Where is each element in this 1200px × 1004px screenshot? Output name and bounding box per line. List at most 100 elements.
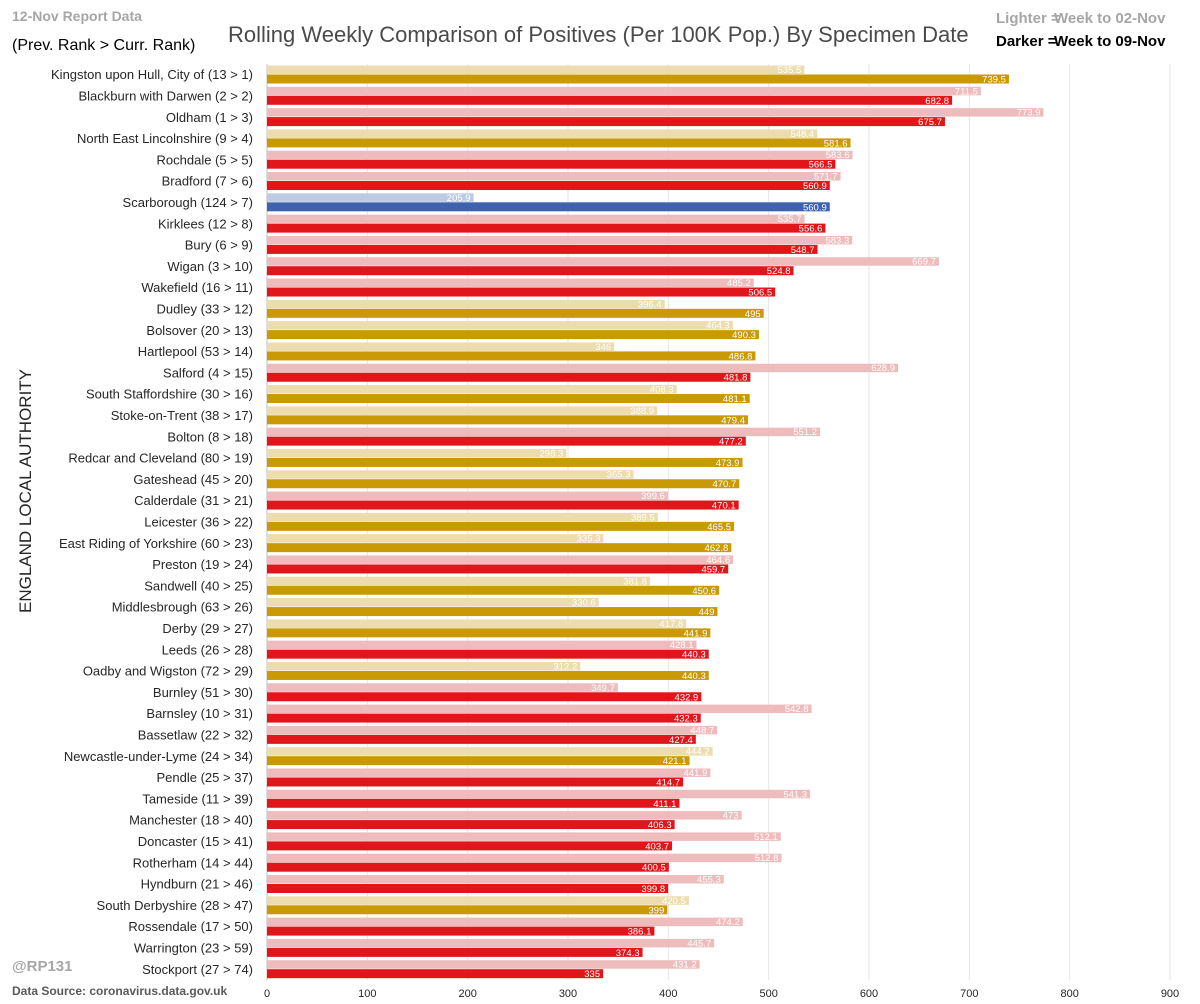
bar-week-to-09-nov (267, 330, 759, 340)
data-label-week-to-02-nov: 473 (723, 811, 739, 822)
bar-week-to-02-nov (267, 576, 651, 586)
category-label: Warrington (23 > 59) (134, 941, 253, 956)
bar-week-to-09-nov (267, 457, 743, 467)
data-label-week-to-02-nov: 346 (595, 342, 611, 353)
bar-week-to-02-nov (267, 193, 474, 202)
bar-week-to-02-nov (267, 789, 811, 799)
data-label-week-to-09-nov: 450.6 (692, 586, 716, 597)
x-tick-label: 700 (960, 988, 978, 1000)
category-label: Bolsover (20 > 13) (146, 323, 253, 338)
bar-week-to-02-nov (267, 811, 742, 820)
bar-week-to-02-nov (267, 172, 841, 181)
legend-darker: Darker =Week to 09-Nov (996, 33, 1165, 50)
data-label-week-to-02-nov: 464.3 (706, 321, 730, 332)
data-label-week-to-02-nov: 512.1 (754, 832, 778, 843)
bar-week-to-09-nov (267, 95, 953, 105)
category-label: Hyndburn (21 > 46) (141, 877, 253, 892)
legend-lighter-key: Lighter = (996, 10, 1060, 27)
x-axis-ticks: 0 100 200 300 400 500 600 700 800 900 (264, 988, 1179, 1000)
data-label-week-to-02-nov: 542.8 (785, 704, 809, 715)
data-label-week-to-09-nov: 386.1 (628, 927, 652, 938)
data-label-week-to-02-nov: 381.8 (623, 576, 647, 587)
data-label-week-to-02-nov: 205.9 (447, 193, 471, 204)
rank-note: (Prev. Rank > Curr. Rank) (12, 37, 196, 54)
bar-week-to-02-nov (267, 363, 898, 373)
data-label-week-to-02-nov: 312.2 (553, 661, 577, 672)
bar-week-to-09-nov (267, 607, 718, 617)
data-label-week-to-09-nov: 560.9 (803, 181, 827, 192)
bar-week-to-09-nov (267, 756, 690, 766)
category-label: Doncaster (15 > 41) (138, 834, 253, 849)
category-label: Sandwell (40 > 25) (144, 578, 253, 593)
bar-week-to-09-nov (267, 181, 830, 191)
data-label-week-to-09-nov: 462.8 (705, 543, 729, 554)
bar-week-to-02-nov (267, 406, 658, 415)
bar-week-to-02-nov (267, 640, 697, 650)
category-label: Bradford (7 > 6) (162, 174, 253, 189)
bar-week-to-09-nov (267, 308, 764, 318)
data-label-week-to-09-nov: 477.2 (719, 437, 743, 448)
data-label-week-to-02-nov: 445.7 (687, 938, 711, 949)
x-tick-label: 900 (1161, 988, 1179, 1000)
category-label: South Derbyshire (28 > 47) (97, 898, 253, 913)
data-label-week-to-09-nov: 335 (584, 969, 600, 980)
bar-week-to-02-nov (267, 960, 700, 969)
category-label: Stoke-on-Trent (38 > 17) (111, 408, 253, 423)
bar-week-to-09-nov (267, 628, 711, 638)
legend-darker-key: Darker = (996, 33, 1057, 50)
bar-week-to-02-nov (267, 129, 818, 138)
bar-week-to-09-nov (267, 649, 709, 659)
bar-week-to-09-nov (267, 820, 675, 830)
data-label-week-to-02-nov: 485.2 (727, 278, 751, 289)
bar-week-to-09-nov (267, 713, 701, 723)
data-label-week-to-02-nov: 548.4 (790, 129, 814, 140)
data-label-week-to-02-nov: 669.7 (912, 257, 936, 268)
data-source: Data Source: coronavirus.data.gov.uk (12, 984, 228, 998)
category-label: Dudley (33 > 12) (157, 301, 253, 316)
data-label-week-to-09-nov: 548.7 (791, 245, 815, 256)
bar-week-to-09-nov (267, 202, 830, 212)
bar-week-to-09-nov (267, 777, 684, 787)
bar-week-to-02-nov (267, 257, 939, 266)
category-label: Burnley (51 > 30) (153, 685, 253, 700)
bar-week-to-02-nov (267, 512, 658, 522)
bar-week-to-02-nov (267, 534, 604, 543)
bar-week-to-09-nov (267, 734, 696, 744)
data-label-week-to-02-nov: 431.2 (673, 960, 697, 971)
data-label-week-to-09-nov: 524.8 (767, 266, 791, 277)
data-label-week-to-02-nov: 428.1 (670, 640, 694, 651)
data-label-week-to-09-nov: 432.9 (675, 692, 699, 703)
data-label-week-to-09-nov: 441.9 (684, 628, 708, 639)
data-label-week-to-09-nov: 432.3 (674, 714, 698, 725)
category-label: Wakefield (16 > 11) (141, 280, 253, 295)
bar-week-to-09-nov (267, 585, 720, 595)
category-label: Bury (6 > 9) (185, 238, 253, 253)
x-tick-label: 600 (860, 988, 878, 1000)
report-date: 12-Nov Report Data (12, 8, 142, 24)
bar-week-to-09-nov (267, 74, 1009, 84)
data-label-week-to-09-nov: 556.6 (799, 224, 823, 235)
author-credit: @RP131 (12, 958, 73, 975)
bar-week-to-02-nov (267, 832, 781, 841)
bar-week-to-09-nov (267, 436, 746, 446)
data-label-week-to-02-nov: 583.6 (826, 150, 850, 161)
data-label-week-to-09-nov: 427.4 (669, 735, 693, 746)
data-label-week-to-09-nov: 506.5 (748, 288, 772, 299)
bar-week-to-02-nov (267, 278, 754, 288)
data-label-week-to-09-nov: 440.3 (682, 650, 706, 661)
category-label: Derby (29 > 27) (162, 621, 253, 636)
data-label-week-to-09-nov: 495 (745, 309, 761, 320)
bar-week-to-09-nov (267, 841, 673, 851)
data-label-week-to-09-nov: 449 (699, 607, 715, 618)
bar-week-to-02-nov (267, 619, 687, 628)
data-label-week-to-02-nov: 420.5 (662, 896, 686, 907)
data-label-week-to-02-nov: 408.3 (650, 385, 674, 396)
bar-week-to-02-nov (267, 661, 581, 671)
category-label: Bolton (8 > 18) (167, 429, 253, 444)
data-label-week-to-09-nov: 406.3 (648, 820, 672, 831)
data-label-week-to-02-nov: 455.3 (697, 874, 721, 885)
bar-week-to-09-nov (267, 117, 945, 127)
data-label-week-to-02-nov: 571.7 (814, 172, 838, 183)
bar-week-to-02-nov (267, 853, 782, 863)
data-label-week-to-02-nov: 535.7 (778, 214, 802, 225)
